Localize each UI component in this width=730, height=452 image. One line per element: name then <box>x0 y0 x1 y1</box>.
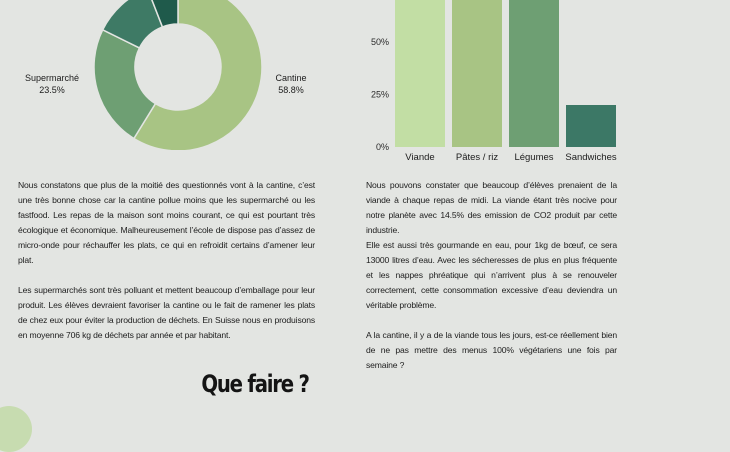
right-paragraph-3: A la cantine, il y a de la viande tous l… <box>366 330 617 370</box>
bar-sandwiches <box>566 105 616 147</box>
x-tick-label: Légumes <box>514 152 553 163</box>
donut-chart <box>93 0 263 150</box>
x-tick-label: Sandwiches <box>565 152 616 163</box>
pie-label-supermarche: Supermarché 23.5% <box>14 72 90 96</box>
bar-p-tes-riz <box>452 0 502 147</box>
section-heading: Que faire ? <box>201 370 310 398</box>
y-tick-label: 25% <box>371 90 389 100</box>
y-tick-label: 50% <box>371 37 389 47</box>
right-text-block: Nous pouvons constater que beaucoup d’él… <box>366 178 617 373</box>
donut-slice-1 <box>93 28 157 140</box>
y-tick-label: 0% <box>376 142 389 152</box>
donut-slice-0 <box>132 0 263 150</box>
pie-label-supermarche-name: Supermarché <box>24 73 80 83</box>
left-text-block: Nous constatons que plus de la moitié de… <box>18 178 315 343</box>
pie-label-supermarche-value: 23.5% <box>39 85 65 95</box>
bar-l-gumes <box>509 0 559 147</box>
pie-label-cantine-value: 58.8% <box>278 85 304 95</box>
pie-label-cantine-name: Cantine <box>275 73 307 83</box>
x-tick-label: Pâtes / riz <box>456 152 498 163</box>
left-paragraph-1: Nous constatons que plus de la moitié de… <box>18 180 315 265</box>
right-paragraph-2: Elle est aussi très gourmande en eau, po… <box>366 240 617 310</box>
donut-slice-3 <box>151 0 179 28</box>
right-paragraph-1: Nous pouvons constater que beaucoup d’él… <box>366 180 617 235</box>
decorative-circle <box>0 406 32 452</box>
pie-label-cantine: Cantine 58.8% <box>262 72 320 96</box>
bar-viande <box>395 0 445 147</box>
left-paragraph-2: Les supermarchés sont très polluant et m… <box>18 285 315 340</box>
donut-slice-2 <box>101 0 164 49</box>
bar-chart: 0% 25% 50% Viande Pâtes / riz Légumes Sandwich… <box>371 0 617 163</box>
x-tick-label: Viande <box>405 152 434 163</box>
